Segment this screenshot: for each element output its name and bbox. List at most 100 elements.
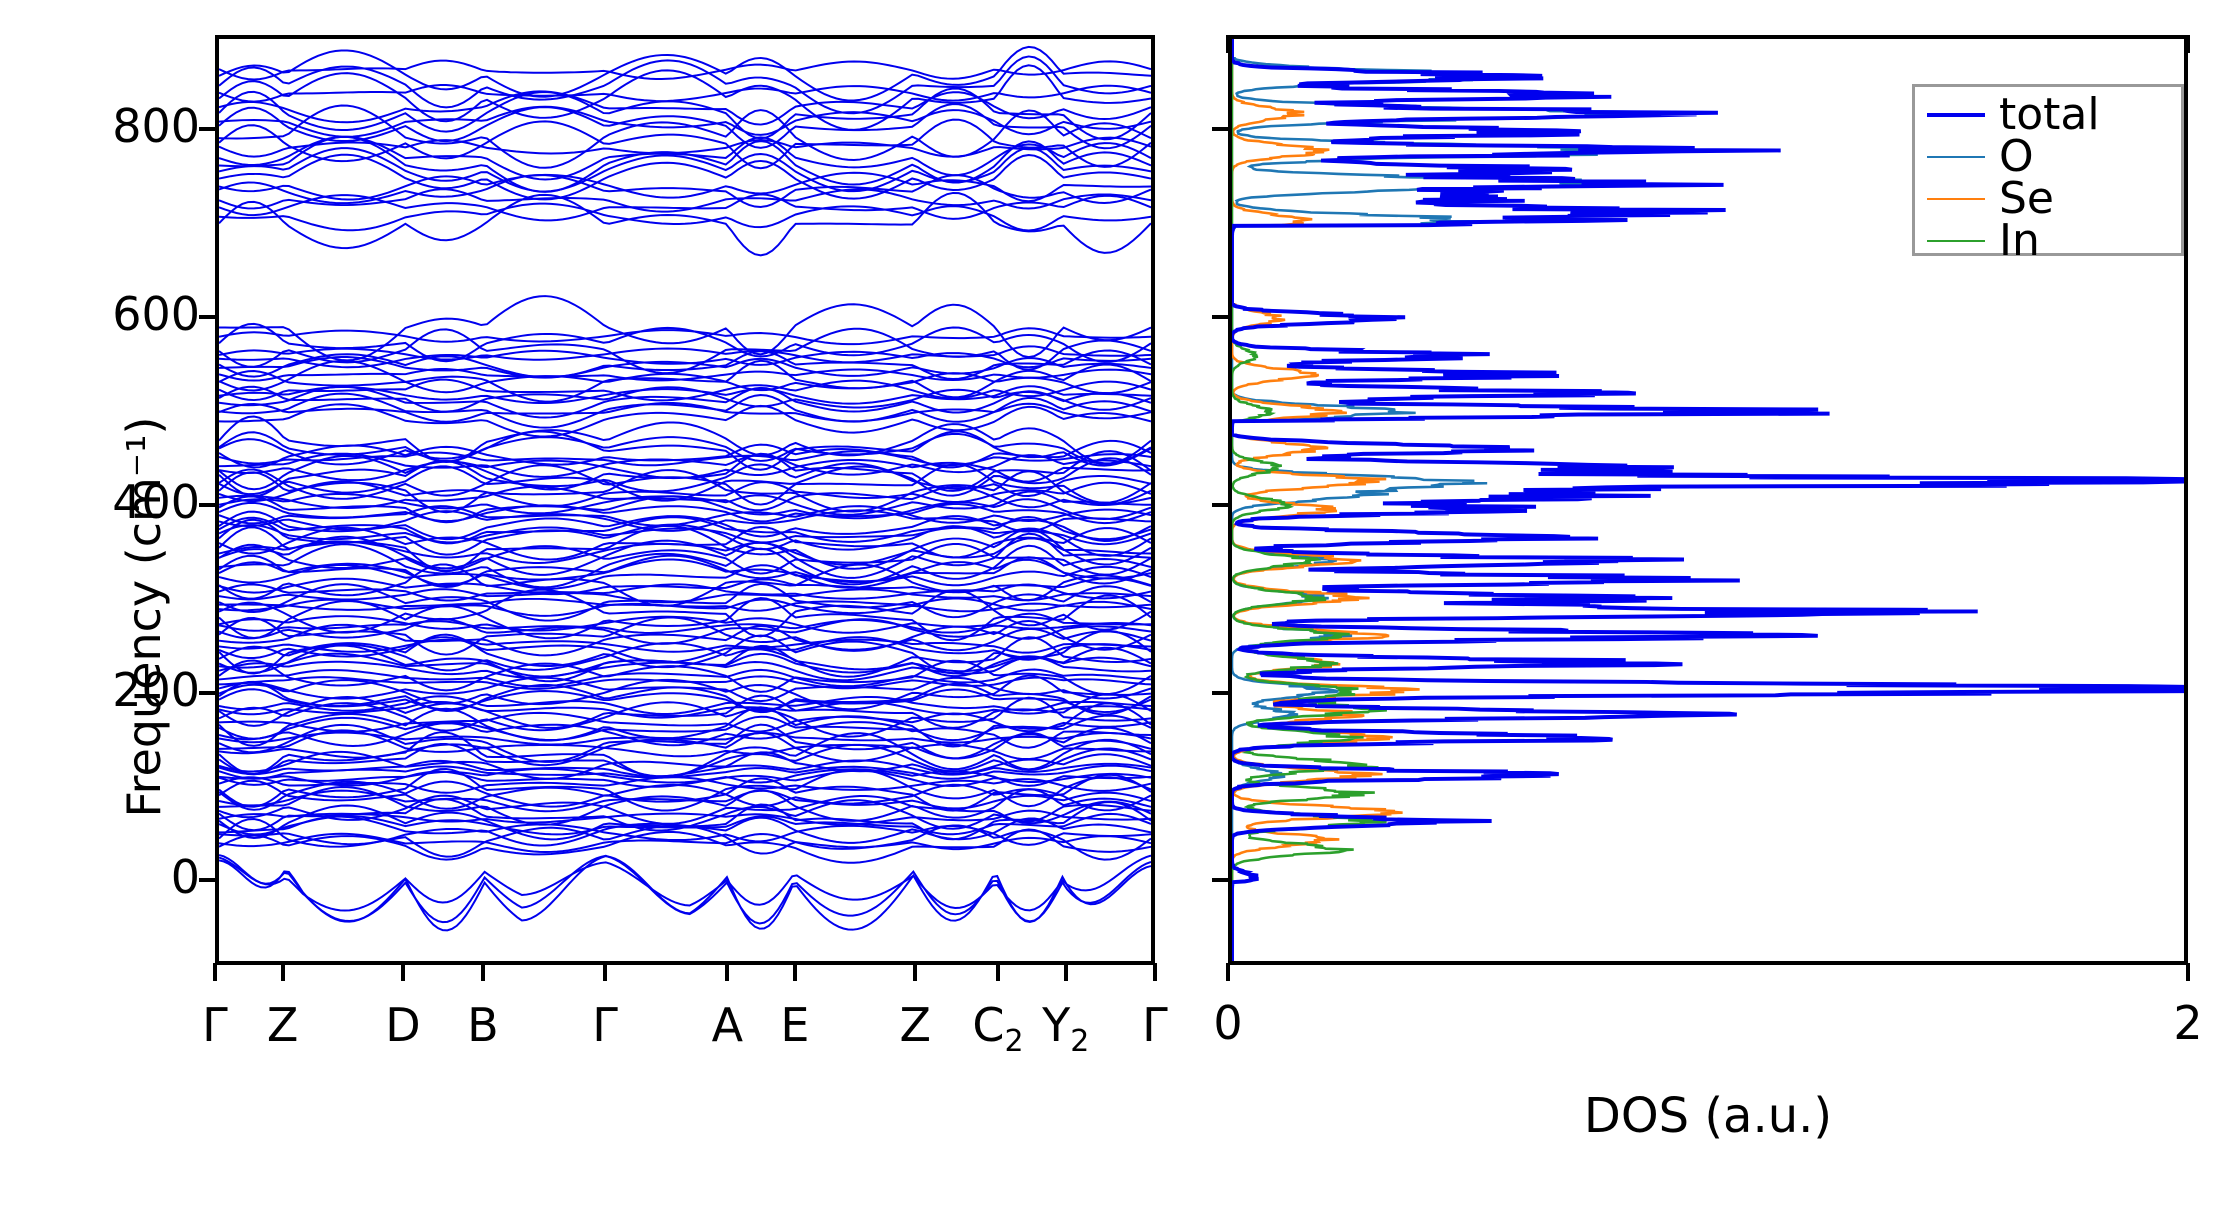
- legend-label: total: [1999, 89, 2100, 140]
- x-tick-label: A: [711, 998, 744, 1052]
- curve: [219, 597, 1151, 612]
- dos-legend: total O Se In: [1912, 84, 2184, 263]
- legend-line-swatch: [1927, 240, 1985, 242]
- curve: [219, 629, 1151, 675]
- curve: [219, 714, 1151, 742]
- curve: [219, 327, 1151, 375]
- dos-y-axis-tick: [1212, 878, 1230, 883]
- curve: [219, 480, 1151, 508]
- curve: [219, 174, 1151, 208]
- curve: [219, 153, 1151, 201]
- curve: [219, 431, 1151, 465]
- dos-x-axis-tick: [1226, 963, 1230, 981]
- x-axis-tick: [996, 963, 1001, 981]
- curve: [219, 485, 1151, 512]
- legend-line-swatch: [1927, 198, 1985, 200]
- curve: [219, 798, 1151, 832]
- dos-y-axis-tick: [1212, 314, 1230, 319]
- curve: [219, 457, 1151, 498]
- curve: [219, 345, 1151, 364]
- legend-item-se: Se: [1927, 173, 2171, 224]
- dos-y-axis-tick: [1212, 126, 1230, 131]
- curve: [219, 618, 1151, 634]
- band-structure-curves: [219, 45, 1151, 932]
- curve: [219, 721, 1151, 749]
- curve: [219, 786, 1151, 826]
- x-axis-tick: [792, 963, 797, 981]
- curve: [219, 702, 1151, 748]
- dos-x-tick-label: 2: [2173, 996, 2203, 1050]
- curve: [219, 515, 1151, 545]
- curve: [219, 543, 1151, 576]
- curve: [219, 659, 1151, 696]
- dos-y-axis-tick: [1212, 502, 1230, 507]
- curve: [219, 588, 1151, 638]
- curve: [219, 612, 1151, 634]
- curve: [219, 636, 1151, 678]
- curve: [1232, 39, 2184, 961]
- dos-x-axis-tick: [2186, 963, 2190, 981]
- x-axis-tick: [401, 963, 405, 981]
- curve: [219, 543, 1151, 589]
- curve: [219, 809, 1151, 826]
- x-axis-tick: [213, 963, 217, 981]
- curve: [219, 322, 1151, 363]
- curve: [1232, 39, 1387, 961]
- curve: [219, 636, 1151, 664]
- dos-x-tick-label: 0: [1213, 996, 1243, 1050]
- x-tick-label: Γ: [1142, 998, 1168, 1052]
- curve: [219, 668, 1151, 688]
- y-axis-tick: [199, 878, 217, 883]
- curve: [219, 349, 1151, 369]
- curve: [219, 84, 1151, 103]
- band-structure-plot: [215, 35, 1155, 965]
- curve: [219, 146, 1151, 193]
- y-axis-tick: [199, 690, 217, 695]
- x-tick-label: Γ: [202, 998, 228, 1052]
- curve: [219, 450, 1151, 467]
- curve: [219, 458, 1151, 483]
- curve: [219, 823, 1151, 846]
- x-axis-tick: [280, 963, 285, 981]
- x-tick-label: E: [780, 998, 810, 1052]
- curve: [219, 295, 1151, 362]
- curve: [219, 501, 1151, 525]
- curve: [219, 644, 1151, 683]
- legend-item-total: total: [1927, 89, 2171, 140]
- curve: [219, 415, 1151, 465]
- x-tick-label: Y2: [1042, 998, 1090, 1060]
- curve: [219, 430, 1151, 471]
- x-tick-label: Z: [266, 998, 299, 1052]
- curve: [219, 638, 1151, 654]
- curve: [219, 711, 1151, 733]
- x-axis-tick: [480, 963, 485, 981]
- curve: [219, 385, 1151, 413]
- curve: [219, 59, 1151, 81]
- curve: [219, 55, 1151, 115]
- legend-line-swatch: [1927, 113, 1985, 117]
- curve: [219, 583, 1151, 602]
- x-tick-label: B: [467, 998, 499, 1052]
- x-tick-label: C2: [972, 998, 1024, 1060]
- x-tick-label: D: [385, 998, 421, 1052]
- curve: [1232, 39, 1662, 961]
- curve: [219, 743, 1151, 761]
- curve: [219, 525, 1151, 561]
- curve: [219, 136, 1151, 158]
- y-tick-label: 0: [170, 850, 200, 905]
- curve: [219, 764, 1151, 780]
- curve: [219, 563, 1151, 607]
- x-tick-label: Z: [899, 998, 932, 1052]
- curve: [219, 676, 1151, 703]
- curve: [219, 45, 1151, 102]
- curve: [219, 623, 1151, 657]
- curve: [219, 854, 1151, 912]
- curve: [219, 695, 1151, 716]
- dos-x-axis-tick-top: [2186, 35, 2190, 53]
- curve: [219, 554, 1151, 589]
- curve: [219, 191, 1151, 257]
- legend-line-swatch: [1927, 156, 1985, 158]
- legend-label: Se: [1999, 173, 2054, 224]
- curve: [219, 675, 1151, 690]
